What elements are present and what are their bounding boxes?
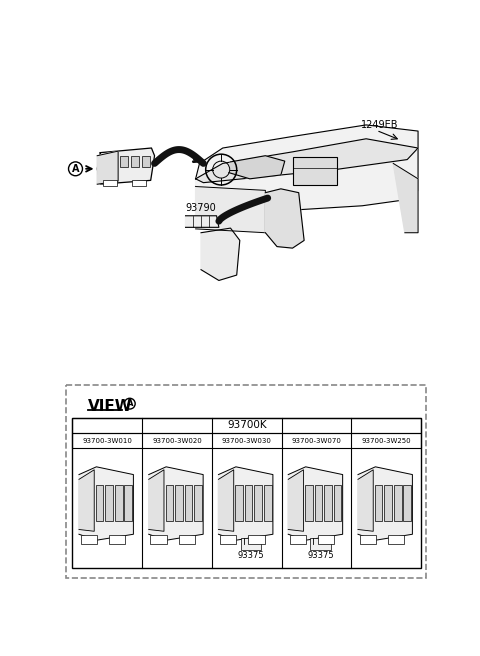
Polygon shape [358,470,373,531]
Text: 93790: 93790 [186,203,216,213]
Bar [292,157,337,185]
Bar [106,485,113,521]
Polygon shape [196,139,418,182]
Polygon shape [393,163,418,233]
Text: 93700K: 93700K [227,420,266,430]
Polygon shape [201,228,240,281]
Polygon shape [97,148,155,184]
Bar [103,180,117,186]
Bar [115,485,122,521]
Bar [334,485,341,521]
Polygon shape [288,470,303,531]
Polygon shape [229,155,285,179]
Text: A: A [72,164,79,174]
Bar [124,485,132,521]
Polygon shape [186,216,219,228]
Polygon shape [265,189,304,248]
Bar [175,485,183,521]
Bar [96,485,104,521]
Bar [235,485,243,521]
Bar [150,535,167,544]
Text: 93700-3W070: 93700-3W070 [291,438,341,443]
Bar [254,485,262,521]
Bar [185,485,192,521]
Bar [132,180,146,186]
Bar [72,433,421,448]
Bar [72,417,421,567]
Polygon shape [218,470,234,531]
Bar [179,535,195,544]
Bar [220,535,237,544]
Text: 93375: 93375 [238,551,264,560]
Bar [384,485,392,521]
Bar [240,538,261,550]
Polygon shape [97,151,118,184]
Bar [66,385,426,578]
Bar [142,155,150,167]
Polygon shape [149,467,203,541]
Text: 93375: 93375 [307,551,334,560]
Text: 93700-3W030: 93700-3W030 [222,438,272,443]
Bar [318,535,335,544]
Bar [394,485,401,521]
Bar [403,485,411,521]
Polygon shape [218,467,273,541]
Polygon shape [79,467,133,541]
Bar [305,485,312,521]
Bar [360,535,376,544]
Polygon shape [358,467,412,541]
Text: A: A [127,399,133,408]
Text: 93700-3W020: 93700-3W020 [152,438,202,443]
Bar [388,535,404,544]
Bar [120,155,128,167]
Text: 1249EB: 1249EB [360,120,398,130]
Polygon shape [79,470,94,531]
Polygon shape [196,125,418,210]
Bar [109,535,125,544]
Bar [245,485,252,521]
Text: VIEW: VIEW [88,399,132,414]
Bar [264,485,272,521]
Polygon shape [196,186,265,233]
Bar [314,485,322,521]
Bar [194,485,202,521]
Bar [81,535,97,544]
Text: 93700-3W250: 93700-3W250 [361,438,411,443]
Polygon shape [288,467,343,541]
Bar [72,417,421,433]
Bar [375,485,383,521]
Bar [132,155,139,167]
Bar [290,535,306,544]
Text: 93700-3W010: 93700-3W010 [83,438,132,443]
Bar [311,538,331,550]
Bar [324,485,332,521]
Bar [166,485,173,521]
Bar [249,535,265,544]
Polygon shape [149,470,164,531]
